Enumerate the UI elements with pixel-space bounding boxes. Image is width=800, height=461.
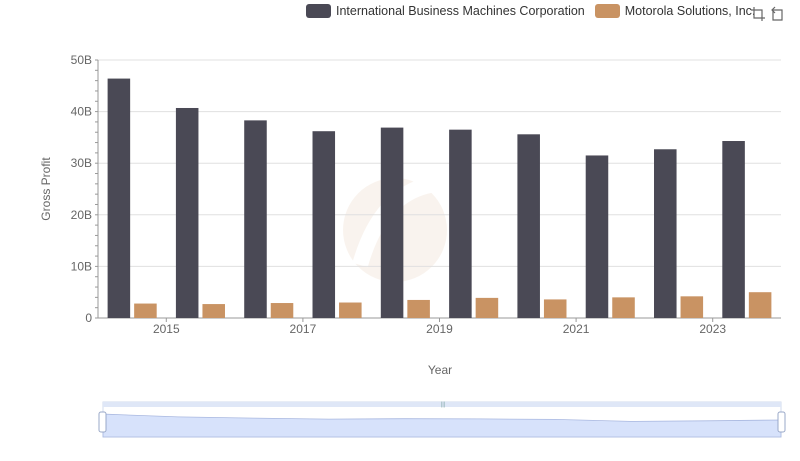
y-tick-label: 50B xyxy=(71,53,92,67)
bar-motorola[interactable] xyxy=(612,297,635,318)
legend-swatch-motorola xyxy=(594,4,620,18)
bar-ibm[interactable] xyxy=(449,129,472,318)
bar-ibm[interactable] xyxy=(312,131,336,318)
svg-text:|||: ||| xyxy=(441,402,446,408)
bar-motorola[interactable] xyxy=(680,296,704,318)
y-tick-label: 0 xyxy=(85,311,92,325)
legend-item-ibm[interactable]: International Business Machines Corporat… xyxy=(306,4,585,18)
bar-ibm[interactable] xyxy=(175,107,199,318)
x-tick-label: 2019 xyxy=(426,322,453,336)
zoom-handle-left[interactable] xyxy=(98,411,107,433)
y-tick-label: 40B xyxy=(71,105,92,119)
data-zoom-slider[interactable]: ||| xyxy=(98,401,786,438)
x-tick-label: 2017 xyxy=(290,322,317,336)
restore-icon[interactable] xyxy=(770,6,786,22)
bar-ibm[interactable] xyxy=(244,120,267,318)
bar-motorola[interactable] xyxy=(475,297,499,318)
bar-motorola[interactable] xyxy=(339,302,362,318)
zoom-drag-bar[interactable] xyxy=(103,402,781,407)
legend-label-motorola: Motorola Solutions, Inc. xyxy=(624,4,756,18)
y-tick-label: 10B xyxy=(71,259,92,273)
y-tick-label: 20B xyxy=(71,208,92,222)
bar-ibm[interactable] xyxy=(722,141,745,318)
bar-motorola[interactable] xyxy=(202,304,225,318)
toolbox xyxy=(746,6,786,22)
y-tick-label: 30B xyxy=(71,156,92,170)
legend-swatch-ibm xyxy=(306,4,331,18)
x-axis-title: Year xyxy=(428,363,452,377)
bar-ibm[interactable] xyxy=(585,155,609,318)
bar-motorola[interactable] xyxy=(134,303,157,318)
bar-motorola[interactable] xyxy=(543,299,567,318)
bar-ibm[interactable] xyxy=(654,149,677,318)
legend: International Business Machines Corporat… xyxy=(306,4,765,18)
zoom-icon[interactable] xyxy=(750,6,766,22)
bar-ibm[interactable] xyxy=(107,78,131,319)
y-axis-title: Gross Profit xyxy=(39,157,53,221)
legend-label-ibm: International Business Machines Corporat… xyxy=(336,4,585,18)
bar-motorola[interactable] xyxy=(407,299,430,318)
bar-motorola[interactable] xyxy=(270,303,294,318)
bar-ibm[interactable] xyxy=(517,134,540,318)
x-tick-label: 2015 xyxy=(153,322,180,336)
bar-ibm[interactable] xyxy=(380,127,404,318)
x-tick-label: 2023 xyxy=(699,322,726,336)
zoom-handle-right[interactable] xyxy=(777,411,786,433)
bar-motorola[interactable] xyxy=(748,292,772,318)
legend-item-motorola[interactable]: Motorola Solutions, Inc. xyxy=(594,4,756,18)
x-tick-label: 2021 xyxy=(563,322,590,336)
